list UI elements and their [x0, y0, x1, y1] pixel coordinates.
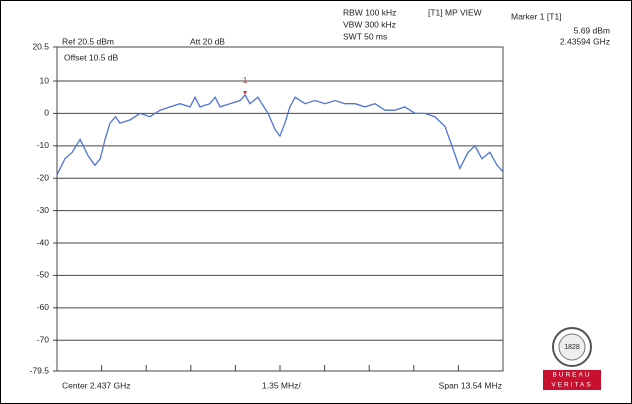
- marker: [243, 90, 248, 95]
- y-tick-label: -20: [37, 172, 50, 182]
- trace: [56, 93, 504, 176]
- y-tick-label: 10: [40, 75, 50, 85]
- attenuation: Att 20 dB: [190, 36, 225, 46]
- y-tick-label: 0: [44, 108, 49, 118]
- y-tick-label: -70: [37, 334, 50, 344]
- y-tick-label: 20.5: [32, 41, 49, 51]
- logo: 1828 BUREAU VERITAS: [543, 327, 601, 390]
- freq-per-div: 1.35 MHz/: [262, 380, 301, 390]
- logo-line1: BUREAU: [552, 372, 591, 379]
- y-tick-label: -10: [37, 140, 50, 150]
- offset: Offset 10.5 dB: [64, 52, 119, 62]
- y-tick-label: -40: [37, 237, 50, 247]
- logo-line2: VERITAS: [551, 382, 592, 389]
- ref-level: Ref 20.5 dBm: [62, 36, 114, 46]
- marker-freq: 2.43594 GHz: [560, 36, 610, 46]
- y-tick-label: -60: [37, 302, 50, 312]
- logo-box: [543, 370, 601, 390]
- span: Span 13.54 MHz: [439, 380, 502, 390]
- marker-level: 5.69 dBm: [574, 25, 610, 35]
- y-tick-label: -30: [37, 205, 50, 215]
- logo-seal-inner: [558, 333, 586, 361]
- y-tick-label: -79.5: [30, 365, 50, 375]
- logo-year: 1828: [564, 344, 580, 351]
- marker-title: Marker 1 [T1]: [511, 11, 562, 21]
- y-tick-label: -50: [37, 270, 50, 280]
- center-freq: Center 2.437 GHz: [62, 380, 131, 390]
- swt: SWT 50 ms: [343, 31, 387, 41]
- rbw: RBW 100 kHz: [343, 7, 396, 17]
- vbw: VBW 300 kHz: [343, 19, 396, 29]
- mode: [T1] MP VIEW: [428, 7, 482, 17]
- marker-label: 1: [243, 75, 248, 85]
